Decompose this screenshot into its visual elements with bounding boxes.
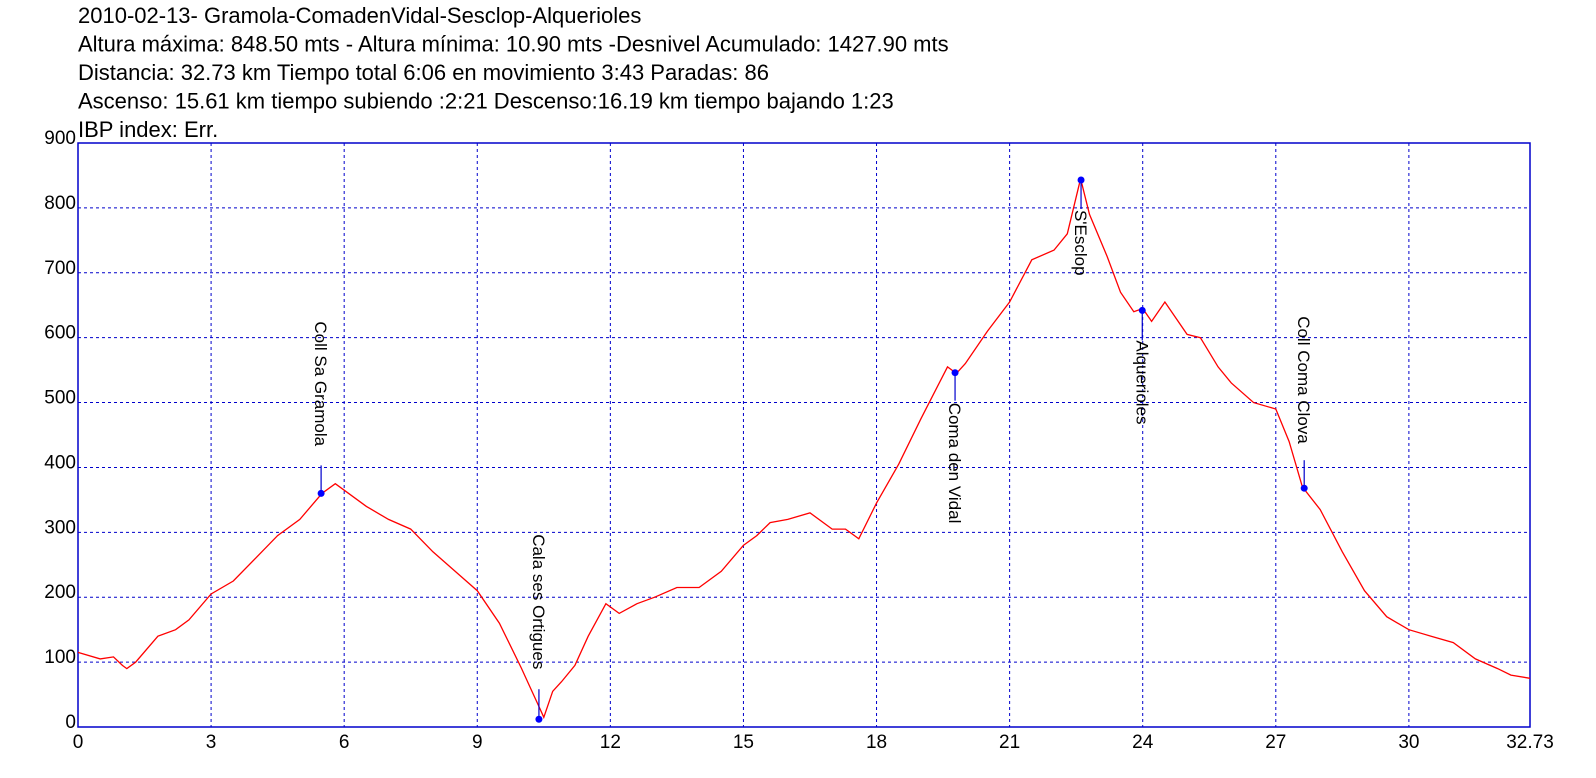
annotation-label: Alquerioles [1132, 340, 1151, 424]
annotation-label: Coll Sa Gramola [311, 321, 330, 446]
elevation-line [77, 178, 1531, 720]
header-line: 2010-02-13- Gramola-ComadenVidal-Sesclop… [78, 3, 641, 28]
x-tick-label: 32.73 [1506, 732, 1554, 753]
y-tick-label: 600 [44, 323, 76, 344]
x-tick-label: 30 [1398, 732, 1419, 753]
header-line: Altura máxima: 848.50 mts - Altura mínim… [78, 32, 949, 57]
y-tick-label: 0 [65, 712, 76, 733]
x-tick-label: 27 [1265, 732, 1286, 753]
header-line: Ascenso: 15.61 km tiempo subiendo :2:21 … [78, 89, 894, 114]
y-tick-label: 200 [44, 582, 76, 603]
plot-frame [77, 142, 1531, 728]
y-tick-label: 500 [44, 388, 76, 409]
x-tick-label: 18 [866, 732, 887, 753]
annotation-point [317, 489, 325, 497]
annotation-label: S'Esclop [1071, 210, 1090, 276]
annotation-point [1077, 176, 1085, 184]
annotation-label: Cala ses Ortigues [529, 534, 548, 669]
x-tick-label: 21 [999, 732, 1020, 753]
y-tick-label: 400 [44, 452, 76, 473]
x-tick-label: 6 [339, 732, 350, 753]
y-tick-label: 700 [44, 258, 76, 279]
annotation-label: Coll Coma Clova [1294, 316, 1313, 444]
x-tick-label: 12 [600, 732, 621, 753]
annotation-point [951, 369, 959, 377]
annotation-point [1300, 484, 1308, 492]
x-tick-label: 15 [733, 732, 754, 753]
annotation-point [1138, 306, 1146, 314]
y-tick-label: 900 [44, 128, 76, 149]
y-tick-label: 800 [44, 193, 76, 214]
annotation-point [535, 715, 543, 723]
y-tick-label: 300 [44, 517, 76, 538]
x-tick-label: 0 [73, 732, 84, 753]
header-line: IBP index: Err. [78, 117, 218, 142]
header-line: Distancia: 32.73 km Tiempo total 6:06 en… [78, 60, 769, 85]
y-tick-label: 100 [44, 647, 76, 668]
x-tick-label: 9 [472, 732, 483, 753]
x-tick-label: 24 [1132, 732, 1154, 753]
annotation-label: Coma den Vidal [945, 403, 964, 524]
x-tick-label: 3 [206, 732, 217, 753]
